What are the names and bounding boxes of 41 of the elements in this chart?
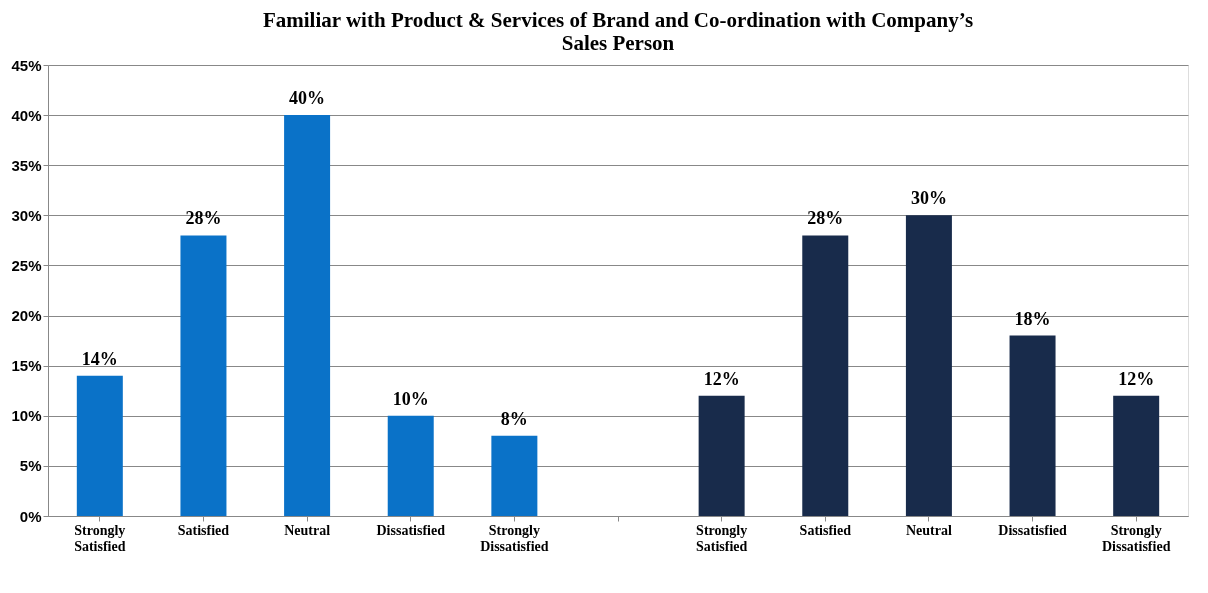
data-label: 12% [703, 368, 740, 389]
bar [180, 235, 227, 516]
y-tick-label: 15% [11, 357, 42, 375]
x-tick-label: Dissatisfied [376, 522, 446, 538]
chart-title: Familiar with Product & Services of Brand and Co-ordination with Company’s Sales Person [262, 8, 974, 55]
y-tick-label: 35% [11, 156, 42, 174]
data-label: 8% [500, 408, 528, 429]
bar [491, 435, 538, 516]
bar [1009, 335, 1056, 516]
data-label: 18% [1014, 308, 1051, 329]
data-label: 40% [289, 88, 326, 109]
x-tick-label: Strongly Satisfied [74, 522, 126, 554]
bar [905, 215, 952, 516]
y-tick-label: 30% [11, 206, 42, 224]
bar [1113, 395, 1160, 516]
data-label: 28% [807, 208, 844, 229]
y-tick-label: 20% [11, 307, 42, 325]
x-tick-label: Strongly Satisfied [695, 522, 748, 554]
data-label: 30% [910, 188, 947, 209]
y-tick-label: 40% [11, 106, 42, 124]
data-label: 14% [81, 348, 118, 369]
data-label: 12% [1118, 368, 1155, 389]
bar [76, 375, 123, 516]
x-tick-label: Neutral [284, 522, 331, 538]
bar [802, 235, 849, 516]
bar [284, 115, 331, 516]
bar [698, 395, 745, 516]
data-label: 10% [392, 388, 429, 409]
y-tick-label: 5% [19, 457, 42, 475]
data-label: 28% [185, 208, 222, 229]
y-tick-label: 45% [11, 56, 42, 74]
x-tick-label: Strongly Dissatisfied [1101, 522, 1171, 554]
x-tick-label: Satisfied [799, 522, 852, 538]
x-tick-label: Dissatisfied [998, 522, 1067, 538]
bar [387, 415, 434, 516]
y-tick-label: 10% [11, 407, 42, 425]
y-tick-label: 25% [11, 256, 42, 274]
x-tick-label: Neutral [905, 522, 952, 538]
x-tick-label: Satisfied [177, 522, 230, 538]
x-tick-label: Strongly Dissatisfied [480, 522, 549, 554]
y-tick-label: 0% [19, 507, 42, 525]
